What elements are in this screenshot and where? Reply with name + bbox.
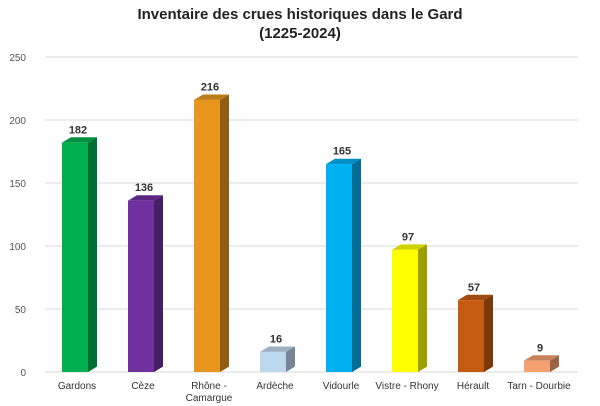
bar bbox=[392, 249, 418, 372]
bar-side bbox=[550, 355, 559, 372]
x-tick-label: Camargue bbox=[186, 393, 233, 404]
bar bbox=[458, 300, 484, 372]
data-label: 9 bbox=[537, 342, 543, 354]
bar-side bbox=[352, 158, 361, 372]
bar-side bbox=[418, 244, 427, 372]
y-tick-label: 50 bbox=[15, 305, 27, 316]
bar-top bbox=[260, 346, 295, 352]
bar-top bbox=[392, 244, 427, 250]
y-tick-label: 150 bbox=[9, 179, 26, 190]
bar bbox=[62, 142, 88, 372]
bar-top bbox=[194, 94, 229, 100]
data-label: 216 bbox=[201, 81, 219, 93]
bar bbox=[128, 200, 154, 372]
x-tick-label: Cèze bbox=[131, 381, 155, 392]
y-tick-label: 250 bbox=[9, 53, 26, 64]
x-tick-label: Vistre - Rhony bbox=[375, 381, 438, 392]
bar-top bbox=[458, 294, 493, 301]
data-label: 16 bbox=[270, 333, 282, 345]
bar-top bbox=[524, 355, 559, 361]
bar-side bbox=[484, 294, 493, 372]
bar bbox=[326, 164, 352, 372]
bar-side bbox=[220, 94, 229, 372]
data-label: 97 bbox=[402, 231, 414, 243]
bar-top bbox=[326, 158, 361, 165]
y-tick-label: 100 bbox=[9, 242, 26, 253]
x-tick-label: Rhône - bbox=[191, 381, 227, 392]
bar-side bbox=[286, 346, 295, 372]
x-tick-label: Tarn - Dourbie bbox=[507, 381, 571, 392]
chart-subtitle: (1225-2024) bbox=[259, 25, 341, 42]
bar-top bbox=[128, 195, 163, 201]
y-tick-label: 0 bbox=[20, 368, 26, 379]
chart-title: Inventaire des crues historiques dans le… bbox=[137, 6, 463, 23]
bar-top bbox=[62, 137, 97, 143]
y-tick-label: 200 bbox=[9, 116, 26, 127]
bar-side bbox=[154, 195, 163, 372]
data-label: 165 bbox=[333, 146, 351, 158]
x-tick-label: Vidourle bbox=[323, 381, 360, 392]
bar bbox=[260, 351, 286, 372]
bar-side bbox=[88, 137, 97, 372]
data-label: 136 bbox=[135, 182, 153, 194]
x-tick-label: Hérault bbox=[457, 381, 489, 392]
x-tick-label: Ardèche bbox=[256, 381, 294, 392]
data-label: 182 bbox=[69, 124, 87, 136]
data-label: 57 bbox=[468, 282, 480, 294]
bar bbox=[194, 99, 220, 372]
x-tick-label: Gardons bbox=[58, 381, 96, 392]
bar bbox=[524, 360, 550, 372]
